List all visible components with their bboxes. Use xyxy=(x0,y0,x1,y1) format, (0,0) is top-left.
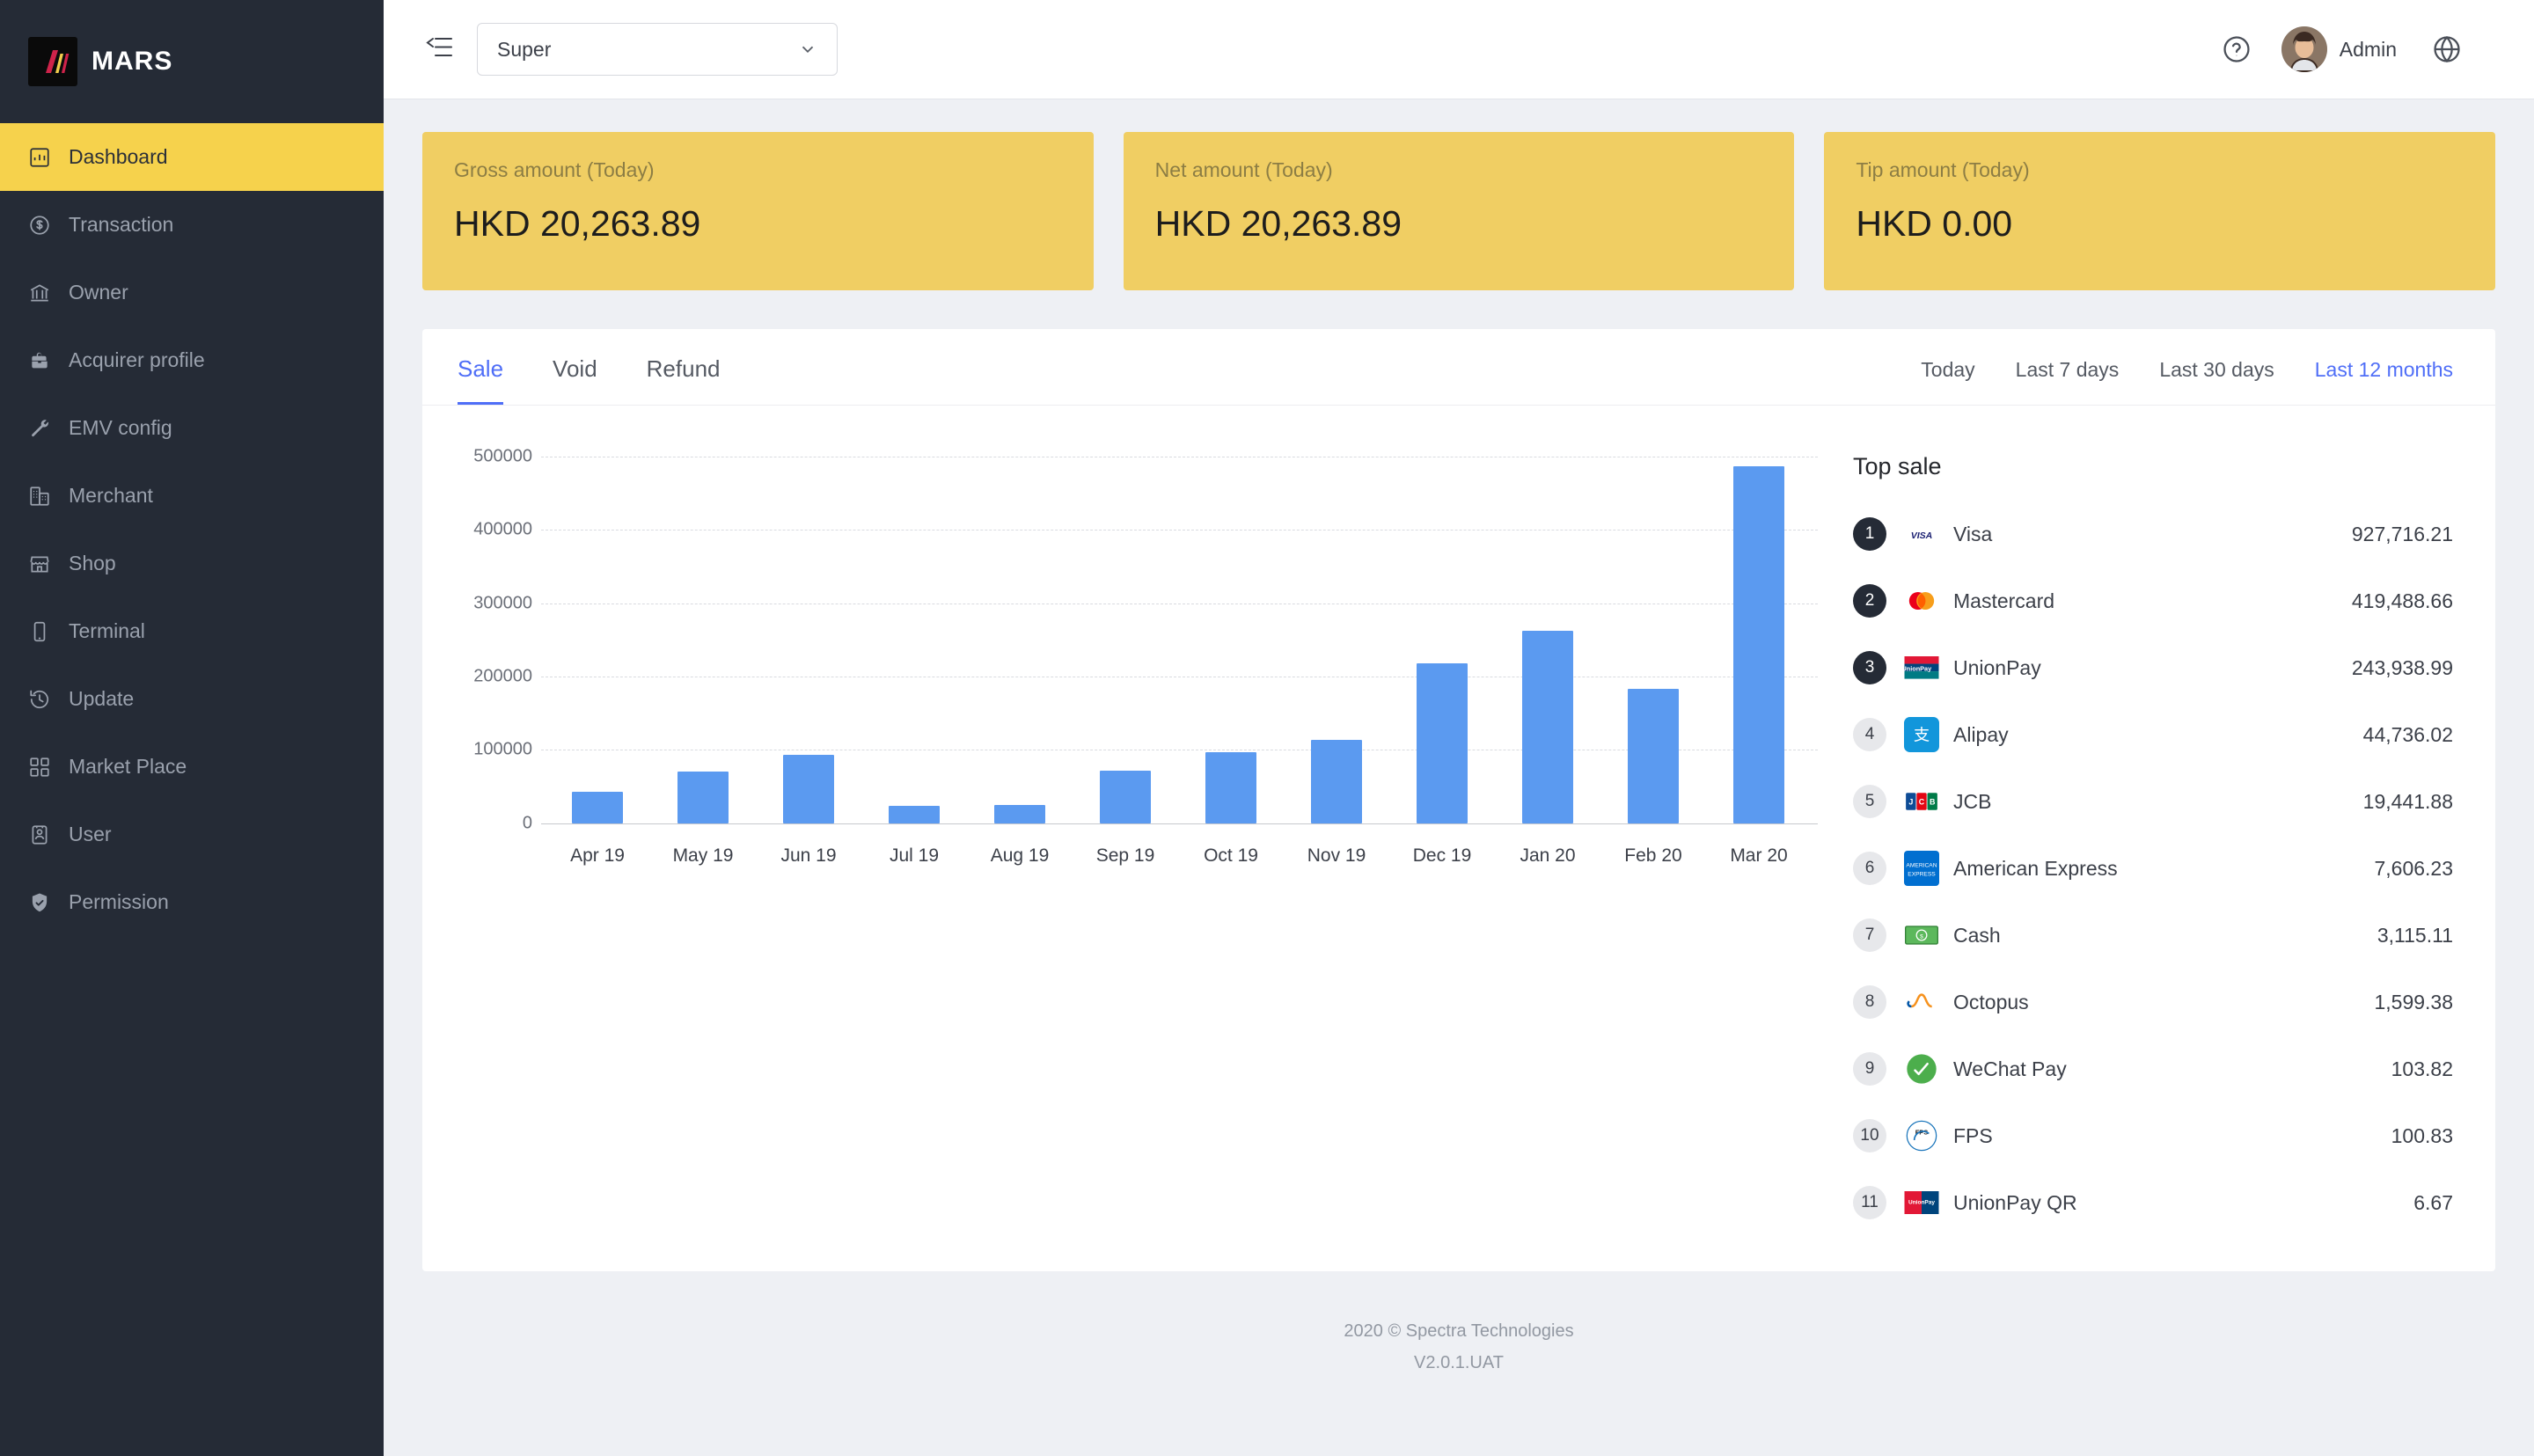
svg-text:UnionPay: UnionPay xyxy=(1908,1200,1935,1206)
svg-text:EXPRESS: EXPRESS xyxy=(1908,871,1936,877)
svg-text:UnionPay: UnionPay xyxy=(1904,664,1932,672)
svg-text:J: J xyxy=(1908,797,1913,806)
svg-text:$: $ xyxy=(1920,933,1923,940)
svg-text:支: 支 xyxy=(1914,726,1930,744)
svg-text:VISA: VISA xyxy=(1911,530,1933,541)
svg-text:AMERICAN: AMERICAN xyxy=(1906,862,1937,868)
svg-text:C: C xyxy=(1919,797,1925,806)
svg-text:B: B xyxy=(1930,797,1936,806)
